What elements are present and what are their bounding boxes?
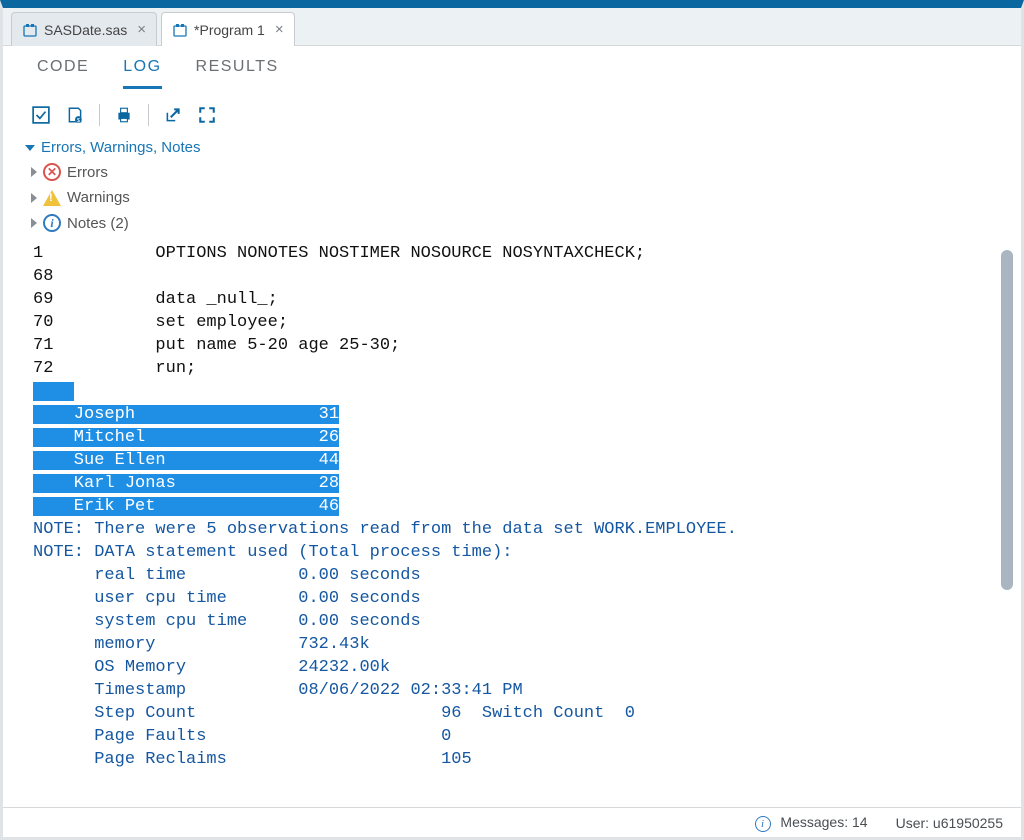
filter-errors[interactable]: ✕ Errors <box>25 159 999 185</box>
chevron-right-icon <box>31 167 37 177</box>
log-area: 1 OPTIONS NONOTES NOSTIMER NOSOURCE NOSY… <box>3 242 1021 807</box>
view-tabs: CODE LOG RESULTS <box>3 46 1021 96</box>
warning-icon <box>43 190 61 206</box>
toolbar-separator <box>148 104 149 126</box>
print-icon[interactable] <box>114 105 134 125</box>
user-id: u61950255 <box>933 815 1003 831</box>
fullscreen-icon[interactable] <box>197 105 217 125</box>
filter-warnings-label: Warnings <box>67 189 130 206</box>
log-viewport[interactable]: 1 OPTIONS NONOTES NOSTIMER NOSOURCE NOSY… <box>33 242 991 807</box>
file-tab-label: SASDate.sas <box>44 22 127 38</box>
toolbar-separator <box>99 104 100 126</box>
tab-log[interactable]: LOG <box>123 58 161 89</box>
messages-indicator[interactable]: i Messages: 14 <box>755 814 868 832</box>
filter-header[interactable]: Errors, Warnings, Notes <box>25 136 999 159</box>
filter-warnings[interactable]: Warnings <box>25 185 999 210</box>
error-icon: ✕ <box>43 163 61 181</box>
run-icon[interactable] <box>31 105 51 125</box>
close-icon[interactable]: × <box>275 21 284 38</box>
chevron-down-icon <box>25 145 35 151</box>
filter-header-label: Errors, Warnings, Notes <box>41 139 201 156</box>
status-bar: i Messages: 14 User: u61950255 <box>3 807 1021 837</box>
log-toolbar: $ <box>3 96 1021 132</box>
tab-code[interactable]: CODE <box>37 58 89 86</box>
file-tabstrip: SASDate.sas × *Program 1 × <box>3 8 1021 46</box>
chevron-right-icon <box>31 218 37 228</box>
filter-notes-label: Notes (2) <box>67 215 129 232</box>
sasdate-tab[interactable]: SASDate.sas × <box>11 12 157 46</box>
file-icon <box>22 22 38 38</box>
user-label: User: <box>896 815 929 831</box>
vertical-scrollbar[interactable] <box>1001 246 1013 799</box>
filter-notes[interactable]: i Notes (2) <box>25 210 999 236</box>
popout-icon[interactable] <box>163 105 183 125</box>
export-icon[interactable]: $ <box>65 105 85 125</box>
program1-tab[interactable]: *Program 1 × <box>161 12 295 46</box>
log-filter-tree: Errors, Warnings, Notes ✕ Errors Warning… <box>3 132 1021 242</box>
info-icon: i <box>755 816 771 832</box>
filter-errors-label: Errors <box>67 164 108 181</box>
app-frame: SASDate.sas × *Program 1 × CODE LOG RESULTS… <box>0 0 1024 840</box>
file-tab-label: *Program 1 <box>194 22 265 38</box>
info-icon: i <box>43 214 61 232</box>
tab-results[interactable]: RESULTS <box>196 58 279 86</box>
scrollbar-thumb[interactable] <box>1001 250 1013 590</box>
close-icon[interactable]: × <box>137 21 146 38</box>
file-icon <box>172 22 188 38</box>
user-indicator: User: u61950255 <box>896 815 1003 831</box>
log-content: 1 OPTIONS NONOTES NOSTIMER NOSOURCE NOSY… <box>33 242 991 771</box>
messages-count: 14 <box>852 814 868 830</box>
messages-label: Messages: <box>780 814 848 830</box>
chevron-right-icon <box>31 193 37 203</box>
